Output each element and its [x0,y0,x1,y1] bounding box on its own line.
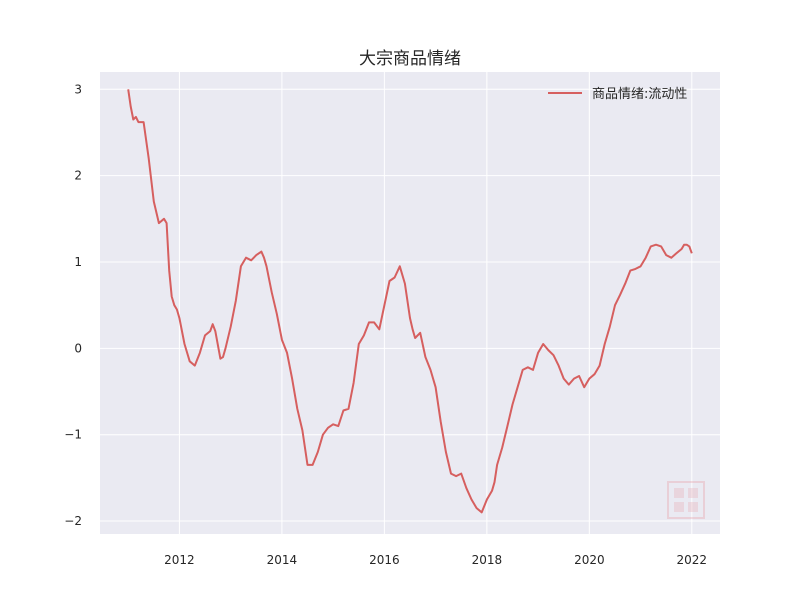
legend: 商品情绪:流动性 [548,87,687,102]
y-tick-label: 2 [74,169,82,183]
x-tick-labels: 2012 2014 2016 2018 2020 2022 [164,553,707,567]
gridlines [100,72,720,534]
x-tick-label: 2018 [472,553,503,567]
watermark-stamp [667,481,705,519]
x-tick-label: 2022 [677,553,708,567]
y-tick-label: 0 [74,341,82,355]
x-tick-label: 2012 [164,553,195,567]
x-tick-label: 2014 [267,553,298,567]
x-tick-label: 2020 [574,553,605,567]
x-tick-label: 2016 [369,553,400,567]
plot-background [100,72,720,534]
legend-label: 商品情绪:流动性 [592,87,687,102]
y-tick-label: 3 [74,82,82,96]
y-tick-label: −2 [64,514,82,528]
y-tick-label: 1 [74,255,82,269]
chart-title: 大宗商品情绪 [359,49,461,69]
y-tick-label: −1 [64,428,82,442]
y-tick-labels: −2 −1 0 1 2 3 [64,82,82,528]
series-layer [127,89,693,514]
series-line [127,89,693,514]
